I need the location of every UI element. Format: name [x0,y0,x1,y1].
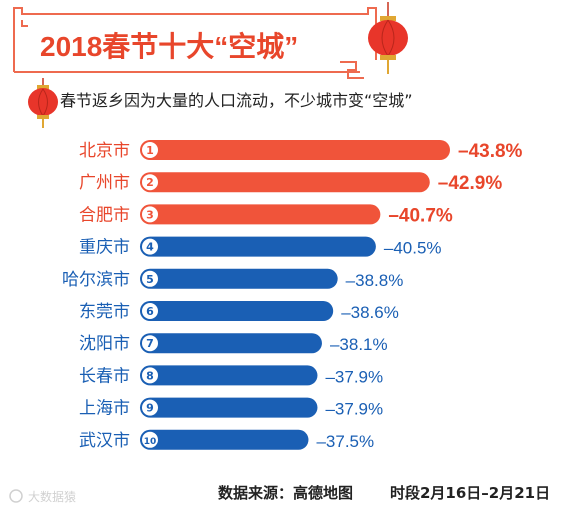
rank-number: 6 [146,305,154,318]
bar-row: 长春市 8 –37.9% [79,365,383,386]
rank-badge [142,431,158,448]
bar [140,236,376,257]
rank-badge [142,335,158,352]
category-label: 哈尔滨市 [62,270,130,290]
bar-row: 沈阳市 7 –38.1% [79,333,388,354]
bar-row: 合肥市 3 –40.7% [79,204,453,226]
value-label: –40.5% [384,239,442,258]
rank-number: 8 [146,369,154,382]
bar-row: 哈尔滨市 5 –38.8% [62,268,404,290]
rank-badge [142,367,158,384]
footer-source: 数据来源：高德地图 [218,484,353,502]
bar [140,140,450,160]
bar-row: 上海市 9 –37.9% [79,397,383,419]
bar [140,333,322,354]
bar [140,429,309,450]
watermark-text: 大数据猿 [28,489,76,504]
value-label: –38.8% [346,271,404,290]
value-label: –38.6% [341,303,399,322]
rank-badge [142,238,158,255]
category-label: 上海市 [79,399,130,419]
bar [140,204,381,225]
bar [140,397,318,418]
rank-number: 1 [146,144,154,157]
chart-title: 2018春节十大“空城” [40,30,298,62]
value-label: –42.9% [438,173,503,194]
bar-row: 广州市 2 –42.9% [79,172,502,194]
category-label: 广州市 [79,173,130,193]
rank-badge [142,303,158,319]
watermark: 大数据猿 [9,489,76,504]
rank-badge [142,270,158,287]
category-label: 东莞市 [79,302,130,322]
lantern-icon [28,78,58,128]
rank-number: 2 [146,176,154,189]
bar-row: 武汉市 10 –37.5% [79,429,374,451]
bar-row: 北京市 1 –43.8% [79,140,523,162]
rank-badge [142,399,158,416]
chart-subtitle: 春节返乡因为大量的人口流动，不少城市变“空城” [60,91,413,110]
category-label: 武汉市 [79,431,130,451]
category-label: 沈阳市 [79,334,130,354]
bar [140,365,318,386]
value-label: –37.9% [325,367,383,386]
footer-period: 时段2月16日–2月21日 [390,484,550,502]
value-label: –38.1% [330,335,388,354]
value-label: –43.8% [458,141,523,162]
bar-row: 重庆市 4 –40.5% [79,236,442,258]
bar-row: 东莞市 6 –38.6% [79,301,399,322]
category-label: 合肥市 [79,205,130,225]
value-label: –40.7% [388,205,453,226]
bar [140,301,334,321]
lantern-icon [368,2,408,74]
rank-number: 4 [146,241,154,254]
rank-number: 5 [146,273,154,286]
rank-badge [142,206,158,223]
title-frame [13,7,377,79]
value-label: –37.9% [325,400,383,419]
value-label: –37.5% [316,432,374,451]
bars: 北京市 1 –43.8% 广州市 2 –42.9% 合肥市 3 –40.7% 重庆市 4 –40.5%… [62,140,523,451]
bar [140,268,338,289]
category-label: 长春市 [79,366,130,386]
rank-number: 7 [146,337,154,350]
rank-number: 9 [146,402,154,415]
rank-number: 10 [144,437,157,447]
category-label: 北京市 [79,141,130,161]
rank-number: 3 [146,208,154,221]
bar [140,172,430,193]
category-label: 重庆市 [79,238,130,258]
rank-badge [142,174,158,191]
rank-badge [142,142,158,158]
